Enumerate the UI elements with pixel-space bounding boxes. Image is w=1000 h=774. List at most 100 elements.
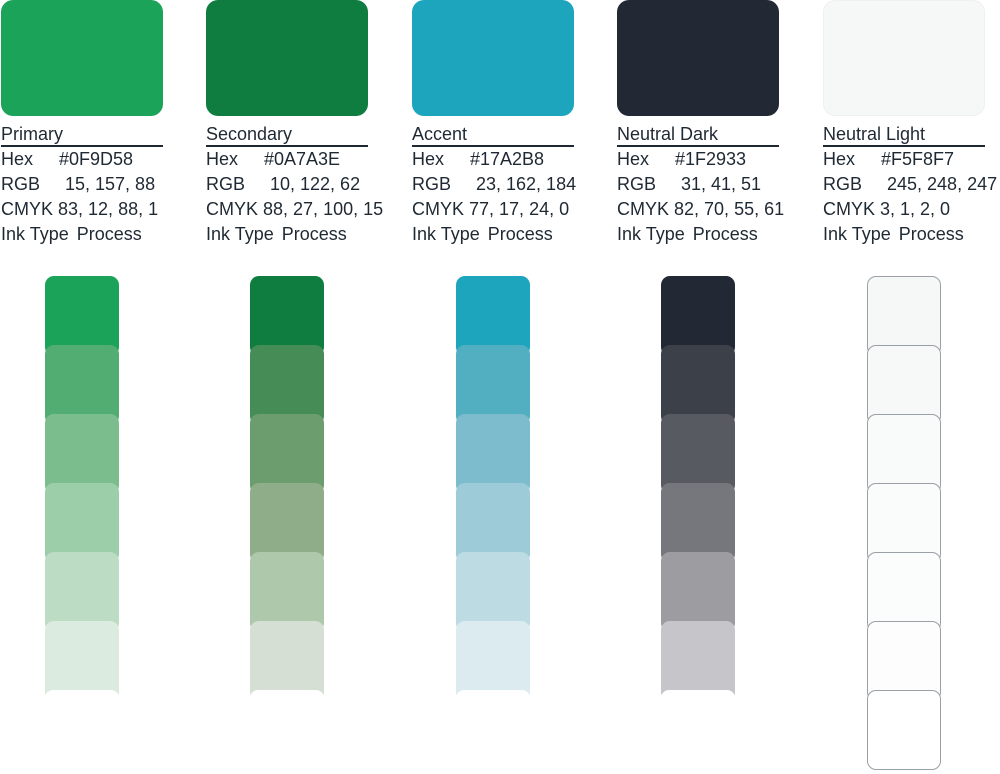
color-name: Neutral Light [823, 123, 985, 147]
hex-value: #1F2933 [675, 149, 747, 169]
ink-row: Ink Type Process [1, 223, 142, 245]
cmyk-value: 82, 70, 55, 61 [674, 199, 785, 219]
cmyk-label: CMYK [823, 199, 876, 219]
hex-value: #17A2B8 [470, 149, 545, 169]
tint-tile [456, 345, 530, 425]
cmyk-label: CMYK [206, 199, 259, 219]
tint-tile [250, 345, 324, 425]
cmyk-row: CMYK 3, 1, 2, 0 [823, 198, 950, 220]
ink-row: Ink Type Process [617, 223, 758, 245]
ink-label: Ink Type [617, 224, 685, 244]
rgb-row: RGB 15, 157, 88 [1, 173, 155, 195]
tint-tile [250, 621, 324, 701]
ink-label: Ink Type [1, 224, 69, 244]
rgb-row: RGB 10, 122, 62 [206, 173, 360, 195]
rgb-row: RGB 245, 248, 247 [823, 173, 997, 195]
tint-tile [661, 483, 735, 563]
ink-label: Ink Type [206, 224, 274, 244]
hex-label: Hex [1, 149, 34, 169]
tint-tile [250, 276, 324, 356]
hex-label: Hex [823, 149, 856, 169]
ink-value: Process [281, 224, 347, 244]
tint-tile [250, 414, 324, 494]
tint-tile [45, 552, 119, 632]
rgb-value: 15, 157, 88 [65, 174, 156, 194]
tint-tile [456, 483, 530, 563]
tint-tile [867, 552, 941, 632]
ink-value: Process [898, 224, 964, 244]
cmyk-row: CMYK 88, 27, 100, 15 [206, 198, 383, 220]
tint-tile [45, 621, 119, 701]
color-swatch [1, 0, 163, 116]
color-name: Primary [1, 123, 163, 147]
hex-row: Hex #0F9D58 [1, 148, 133, 170]
tint-tile [456, 621, 530, 701]
rgb-value: 31, 41, 51 [681, 174, 762, 194]
cmyk-label: CMYK [1, 199, 54, 219]
hex-label: Hex [412, 149, 445, 169]
tint-tile [867, 414, 941, 494]
hex-value: #F5F8F7 [881, 149, 955, 169]
tint-tile [250, 483, 324, 563]
rgb-label: RGB [617, 174, 657, 194]
color-name: Neutral Dark [617, 123, 779, 147]
cmyk-label: CMYK [412, 199, 465, 219]
tint-tile [45, 276, 119, 356]
tint-tile [867, 345, 941, 425]
rgb-label: RGB [412, 174, 452, 194]
tint-tile [867, 621, 941, 701]
color-swatch [206, 0, 368, 116]
ink-value: Process [76, 224, 142, 244]
color-swatch [823, 0, 985, 116]
tint-tile [867, 690, 941, 770]
tint-tile [867, 276, 941, 356]
ink-row: Ink Type Process [823, 223, 964, 245]
cmyk-row: CMYK 82, 70, 55, 61 [617, 198, 784, 220]
cmyk-value: 3, 1, 2, 0 [880, 199, 951, 219]
rgb-value: 10, 122, 62 [270, 174, 361, 194]
cmyk-label: CMYK [617, 199, 670, 219]
hex-row: Hex #F5F8F7 [823, 148, 954, 170]
tint-tile [456, 552, 530, 632]
hex-value: #0A7A3E [264, 149, 341, 169]
color-name: Secondary [206, 123, 368, 147]
hex-row: Hex #1F2933 [617, 148, 746, 170]
tint-tile [867, 483, 941, 563]
tint-tile [661, 690, 735, 706]
tint-tile [45, 345, 119, 425]
color-name: Accent [412, 123, 574, 147]
tint-tile [661, 345, 735, 425]
tint-tile [45, 690, 119, 706]
rgb-label: RGB [1, 174, 41, 194]
color-swatch [617, 0, 779, 116]
tint-tile [45, 483, 119, 563]
ink-row: Ink Type Process [412, 223, 553, 245]
tint-tile [250, 690, 324, 706]
cmyk-row: CMYK 83, 12, 88, 1 [1, 198, 158, 220]
ink-row: Ink Type Process [206, 223, 347, 245]
ink-label: Ink Type [412, 224, 480, 244]
tint-tile [661, 552, 735, 632]
hex-row: Hex #0A7A3E [206, 148, 340, 170]
tint-tile [661, 414, 735, 494]
cmyk-value: 88, 27, 100, 15 [263, 199, 384, 219]
rgb-label: RGB [823, 174, 863, 194]
hex-value: #0F9D58 [59, 149, 134, 169]
ink-value: Process [692, 224, 758, 244]
rgb-row: RGB 23, 162, 184 [412, 173, 576, 195]
rgb-value: 245, 248, 247 [887, 174, 998, 194]
color-swatch [412, 0, 574, 116]
ink-value: Process [487, 224, 553, 244]
rgb-value: 23, 162, 184 [476, 174, 577, 194]
tint-tile [456, 414, 530, 494]
hex-row: Hex #17A2B8 [412, 148, 544, 170]
tint-tile [661, 621, 735, 701]
tint-tile [45, 414, 119, 494]
ink-label: Ink Type [823, 224, 891, 244]
rgb-row: RGB 31, 41, 51 [617, 173, 761, 195]
tint-tile [661, 276, 735, 356]
cmyk-value: 83, 12, 88, 1 [58, 199, 159, 219]
tint-tile [456, 690, 530, 706]
cmyk-row: CMYK 77, 17, 24, 0 [412, 198, 569, 220]
rgb-label: RGB [206, 174, 246, 194]
